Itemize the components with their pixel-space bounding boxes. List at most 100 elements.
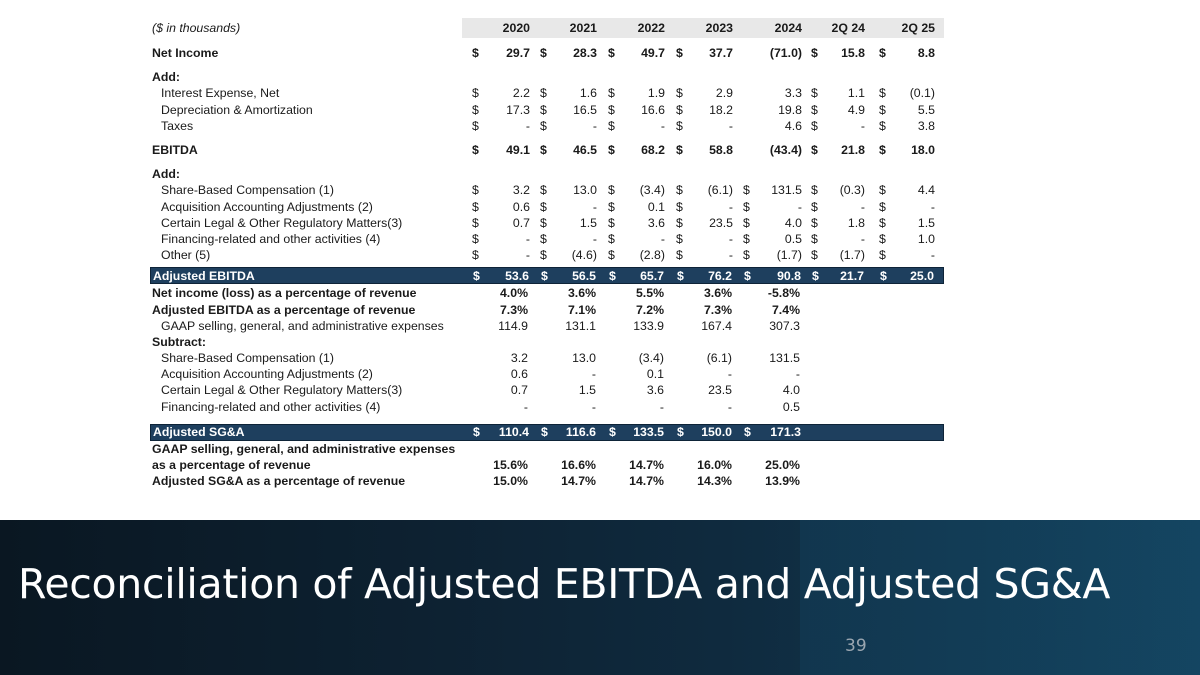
currency-sign: $ xyxy=(811,199,818,214)
currency-sign: $ xyxy=(541,268,548,283)
cell-value: 0.5 xyxy=(782,399,800,414)
currency-sign: $ xyxy=(676,102,683,117)
table-row: Taxes $ - $ - $ - $ -4.6 $ - $3.8 xyxy=(150,118,944,134)
currency-sign: $ xyxy=(676,46,683,61)
cell-value: - xyxy=(591,367,596,382)
cell-value: 1.8 xyxy=(847,215,865,230)
currency-sign: $ xyxy=(472,199,479,214)
row-label: Net Income xyxy=(152,46,219,61)
cell-value: 3.2 xyxy=(510,351,528,366)
cell-value: 14.7% xyxy=(629,474,664,489)
currency-sign: $ xyxy=(608,86,615,101)
cell-value: - xyxy=(860,118,865,133)
row-label: Certain Legal & Other Regulatory Matters… xyxy=(161,383,403,398)
cell-value: - xyxy=(728,231,733,246)
cell-value: - xyxy=(930,199,935,214)
table-row: EBITDA $49.1 $46.5 $68.2 $58.8 (43.4) $21.8 $18… xyxy=(150,142,944,158)
currency-sign: $ xyxy=(472,231,479,246)
currency-sign: $ xyxy=(811,46,818,61)
cell-value: (0.3) xyxy=(839,183,865,198)
cell-value: 3.3 xyxy=(784,86,802,101)
cell-value: 131.5 xyxy=(771,183,802,198)
table-row: Other (5) $ - $ (4.6) $ (2.8) $ - $ (1.7) $ (1.7) $ - xyxy=(150,247,944,263)
currency-sign: $ xyxy=(879,118,886,133)
cell-value: 28.3 xyxy=(573,46,597,61)
currency-sign: $ xyxy=(609,425,616,440)
cell-value: 0.7 xyxy=(512,215,530,230)
currency-sign: $ xyxy=(811,143,818,158)
currency-sign: $ xyxy=(540,183,547,198)
cell-value: - xyxy=(727,399,732,414)
cell-value: - xyxy=(592,199,597,214)
row-label: Taxes xyxy=(161,118,194,133)
cell-value: 131.1 xyxy=(565,318,596,333)
cell-value: 1.5 xyxy=(579,215,597,230)
currency-sign: $ xyxy=(811,215,818,230)
cell-value: - xyxy=(592,118,597,133)
cell-value: 4.4 xyxy=(917,183,935,198)
cell-value: 13.0 xyxy=(573,183,597,198)
row-label: Interest Expense, Net xyxy=(161,86,280,101)
period-header: 2Q 24 xyxy=(831,21,866,35)
currency-sign: $ xyxy=(608,183,615,198)
currency-sign: $ xyxy=(608,215,615,230)
cell-value: 29.7 xyxy=(506,46,530,61)
currency-sign: $ xyxy=(811,118,818,133)
cell-value: 0.1 xyxy=(647,199,665,214)
cell-value: 5.5 xyxy=(917,102,935,117)
period-header: 2023 xyxy=(705,21,733,35)
currency-sign: $ xyxy=(608,46,615,61)
currency-sign: $ xyxy=(608,199,615,214)
spacer xyxy=(150,134,944,142)
cell-value: 21.7 xyxy=(840,268,864,283)
cell-value: 7.4% xyxy=(771,302,800,317)
row-label: Adjusted EBITDA xyxy=(153,268,255,283)
currency-sign: $ xyxy=(473,425,480,440)
cell-value: 3.6% xyxy=(567,286,596,301)
currency-sign: $ xyxy=(879,183,886,198)
currency-sign: $ xyxy=(540,215,547,230)
cell-value: 1.5 xyxy=(917,215,935,230)
cell-value: 56.5 xyxy=(572,268,596,283)
currency-sign: $ xyxy=(811,231,818,246)
cell-value: (71.0) xyxy=(769,46,802,61)
cell-value: 25.0% xyxy=(765,458,800,473)
currency-sign: $ xyxy=(540,231,547,246)
row-label: Adjusted EBITDA as a percentage of reven… xyxy=(152,302,416,317)
currency-sign: $ xyxy=(541,425,548,440)
cell-value: 15.8 xyxy=(841,46,865,61)
table-row: Acquisition Accounting Adjustments (2) $0… xyxy=(150,199,944,215)
cell-value: 15.6% xyxy=(493,458,528,473)
row-label: Share-Based Compensation (1) xyxy=(161,351,334,366)
cell-value: 7.3% xyxy=(499,302,528,317)
currency-sign: $ xyxy=(540,102,547,117)
table-row: GAAP selling, general, and administrativ… xyxy=(150,318,944,334)
cell-value: - xyxy=(660,118,665,133)
cell-value: 49.1 xyxy=(506,143,530,158)
row-label: Depreciation & Amortization xyxy=(161,102,313,117)
cell-value: - xyxy=(728,199,733,214)
table-row: Financing-related and other activities (… xyxy=(150,231,944,247)
currency-sign: $ xyxy=(879,143,886,158)
currency-sign: $ xyxy=(608,102,615,117)
units-label: ($ in thousands) xyxy=(152,21,241,35)
table-row: Certain Legal & Other Regulatory Matters… xyxy=(150,215,944,231)
table-row: Acquisition Accounting Adjustments (2) 0.… xyxy=(150,366,944,382)
cell-value: 3.6 xyxy=(647,215,665,230)
cell-value: 2.9 xyxy=(715,86,733,101)
currency-sign: $ xyxy=(743,215,750,230)
currency-sign: $ xyxy=(677,425,684,440)
currency-sign: $ xyxy=(879,46,886,61)
currency-sign: $ xyxy=(811,86,818,101)
cell-value: 14.7% xyxy=(629,458,664,473)
row-label: as a percentage of revenue xyxy=(152,458,311,473)
cell-value: - xyxy=(930,248,935,263)
cell-value: - xyxy=(659,399,664,414)
cell-value: 76.2 xyxy=(708,268,732,283)
table-header-row: ($ in thousands) 2020 2021 2022 2023 2024 2Q 2… xyxy=(150,18,944,38)
cell-value: 7.3% xyxy=(703,302,732,317)
currency-sign: $ xyxy=(879,248,886,263)
currency-sign: $ xyxy=(879,86,886,101)
cell-value: 1.6 xyxy=(579,86,597,101)
